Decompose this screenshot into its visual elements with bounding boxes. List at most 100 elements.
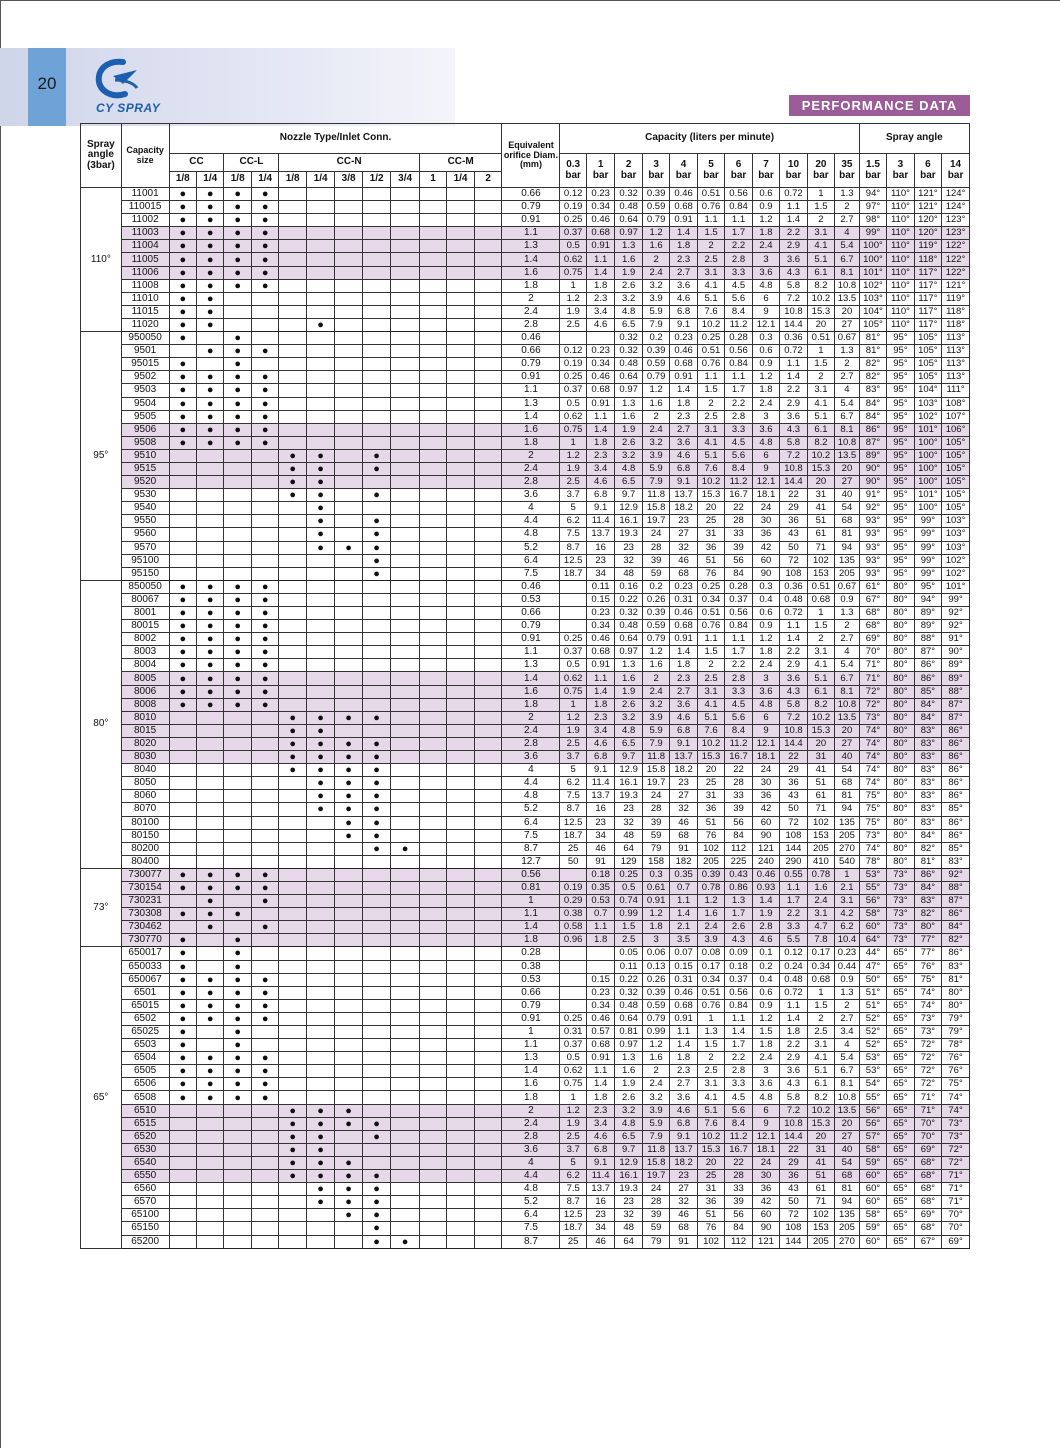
nozzle-inlet-cell — [390, 422, 420, 437]
nozzle-inlet-cell — [473, 789, 503, 804]
table-row: 9520 ● ● 2.8 2.5 4.6 6.5 7.9 9.1 10.2 11.2 12.1 14.4… — [81, 475, 970, 490]
table-row: 11004 ● ● ● ● 1.3 0.5 0.91 1.3 1.6 1.8 2 2.2 2.4 2.9 4.… — [81, 239, 970, 254]
nozzle-inlet-cell: ● — [168, 1038, 198, 1053]
spray-angle-value-cell: 95° — [886, 566, 915, 581]
nozzle-inlet-cell — [334, 592, 363, 608]
capacity-cell: 12.1 — [751, 1129, 781, 1144]
nozzle-inlet-cell — [361, 357, 392, 372]
nozzle-inlet-cell — [418, 815, 448, 830]
available-dot-icon: ● — [234, 698, 242, 711]
capacity-cell: 6.5 — [614, 475, 643, 490]
nozzle-inlet-cell — [278, 684, 307, 699]
capacity-cell: 2.5 — [696, 671, 726, 686]
nozzle-inlet-cell: ● — [250, 1077, 280, 1092]
spray-angle-value-cell: 69° — [913, 1208, 943, 1223]
nozzle-inlet-cell — [278, 501, 307, 516]
nozzle-inlet-cell — [473, 186, 503, 202]
available-dot-icon: ● — [234, 266, 242, 279]
nozzle-inlet-cell — [223, 854, 252, 869]
table-row: 80067 ● ● ● ● 0.53 0.15 0.22 0.26 0.31 0.34 0.37 0.4… — [81, 592, 970, 608]
nozzle-inlet-cell: ● — [361, 448, 392, 463]
table-row: 110015 ● ● ● ● 0.79 0.19 0.34 0.48 0.59 0.68 0.76 0.… — [81, 200, 970, 215]
nozzle-inlet-cell — [250, 946, 280, 961]
available-dot-icon: ● — [179, 305, 187, 318]
available-dot-icon: ● — [206, 410, 214, 423]
capacity-cell: 41 — [806, 1155, 836, 1171]
nozzle-inlet-cell — [250, 291, 280, 306]
capacity-size-cell: 8004 — [120, 658, 170, 673]
capacity-cell: 2.3 — [669, 1064, 698, 1079]
nozzle-inlet-cell — [223, 553, 252, 568]
available-dot-icon: ● — [179, 318, 187, 331]
spray-angle-value-cell: 53° — [858, 1064, 888, 1079]
nozzle-inlet-cell: ● — [305, 1142, 336, 1157]
spray-angle-value-cell: 83° — [913, 723, 943, 738]
spray-angle-value-cell: 65° — [886, 1090, 915, 1105]
nozzle-inlet-cell — [250, 317, 280, 333]
available-dot-icon: ● — [373, 449, 380, 462]
capacity-cell: 36 — [696, 802, 726, 817]
nozzle-inlet-cell — [334, 1077, 363, 1092]
capacity-cell: 0.39 — [641, 985, 671, 1000]
capacity-cell: 0.28 — [724, 579, 753, 594]
spray-angle-value-cell: 117° — [913, 317, 943, 333]
available-dot-icon: ● — [261, 672, 269, 685]
spray-angle-value-cell: 71° — [913, 1103, 943, 1118]
nozzle-inlet-cell — [361, 985, 392, 1000]
capacity-cell: 32 — [614, 553, 643, 568]
capacity-cell: 79 — [641, 1234, 671, 1249]
capacity-cell: 2.7 — [834, 213, 860, 228]
capacity-cell: 0.2 — [641, 579, 671, 594]
capacity-cell: 25 — [696, 514, 726, 529]
available-dot-icon: ● — [234, 371, 242, 384]
capacity-cell: 3.1 — [696, 422, 726, 437]
nozzle-inlet-cell: ● — [223, 645, 252, 660]
capacity-cell: 2 — [641, 409, 671, 424]
nozzle-inlet-cell — [361, 344, 392, 359]
capacity-cell: 84 — [724, 566, 753, 581]
available-dot-icon: ● — [234, 1026, 242, 1039]
available-dot-icon: ● — [261, 1065, 269, 1078]
nozzle-inlet-cell — [305, 1064, 336, 1079]
nozzle-inlet-cell — [418, 422, 448, 437]
capacity-cell: 23 — [669, 1169, 698, 1184]
table-row: 9504 ● ● ● ● 1.3 0.5 0.91 1.3 1.6 1.8 2 2.2 2.4 2.9 4.1… — [81, 396, 970, 411]
nozzle-inlet-cell: ● — [250, 265, 280, 280]
nozzle-inlet-cell: ● — [250, 998, 280, 1013]
nozzle-inlet-cell — [195, 933, 225, 948]
nozzle-inlet-cell — [418, 226, 448, 241]
orifice-diameter-cell: 2 — [501, 448, 561, 463]
capacity-cell: 0.64 — [614, 1011, 643, 1027]
pressure-unit: bar — [703, 169, 719, 181]
table-row: 6560 ● ● ● 4.8 7.5 13.7 19.3 24 27 31 33 36 43 61 81 60°… — [81, 1182, 970, 1197]
capacity-cell: 0.3 — [751, 331, 781, 346]
spray-angle-value-cell: 95° — [886, 448, 915, 463]
nozzle-inlet-cell: ● — [250, 605, 280, 621]
capacity-cell: 0.74 — [614, 894, 643, 909]
nozzle-inlet-cell — [390, 304, 420, 319]
capacity-cell: 1.1 — [779, 998, 808, 1013]
capacity-cell: 2.7 — [834, 1011, 860, 1027]
capacity-cell: 28 — [641, 1195, 671, 1210]
nozzle-inlet-cell — [305, 304, 336, 319]
nozzle-inlet-cell — [223, 514, 252, 529]
table-row: 11002 ● ● ● ● 0.91 0.25 0.46 0.64 0.79 0.91 1.1 1.1 1… — [81, 213, 970, 228]
nozzle-inlet-cell — [418, 1024, 448, 1040]
capacity-size-cell: 9508 — [120, 435, 170, 450]
capacity-cell: 1.3 — [614, 396, 643, 411]
nozzle-inlet-cell: ● — [168, 907, 198, 922]
nozzle-inlet-cell — [418, 435, 448, 450]
spray-angle-value-cell: 72° — [913, 1038, 943, 1053]
spray-angle-value-cell: 98° — [858, 213, 888, 228]
nozzle-inlet-cell — [334, 1064, 363, 1079]
capacity-cell: 0.06 — [641, 946, 671, 961]
spray-angle-value-cell: 55° — [858, 880, 888, 896]
capacity-cell: 20 — [696, 501, 726, 516]
pressure-header: 35 bar — [834, 153, 860, 188]
nozzle-inlet-cell: ● — [223, 396, 252, 411]
nozzle-inlet-cell — [418, 1011, 448, 1027]
nozzle-inlet-cell — [446, 514, 475, 529]
capacity-cell: 0.97 — [614, 226, 643, 241]
capacity-cell: 10.8 — [834, 697, 860, 712]
capacity-cell: 0.37 — [559, 226, 587, 241]
